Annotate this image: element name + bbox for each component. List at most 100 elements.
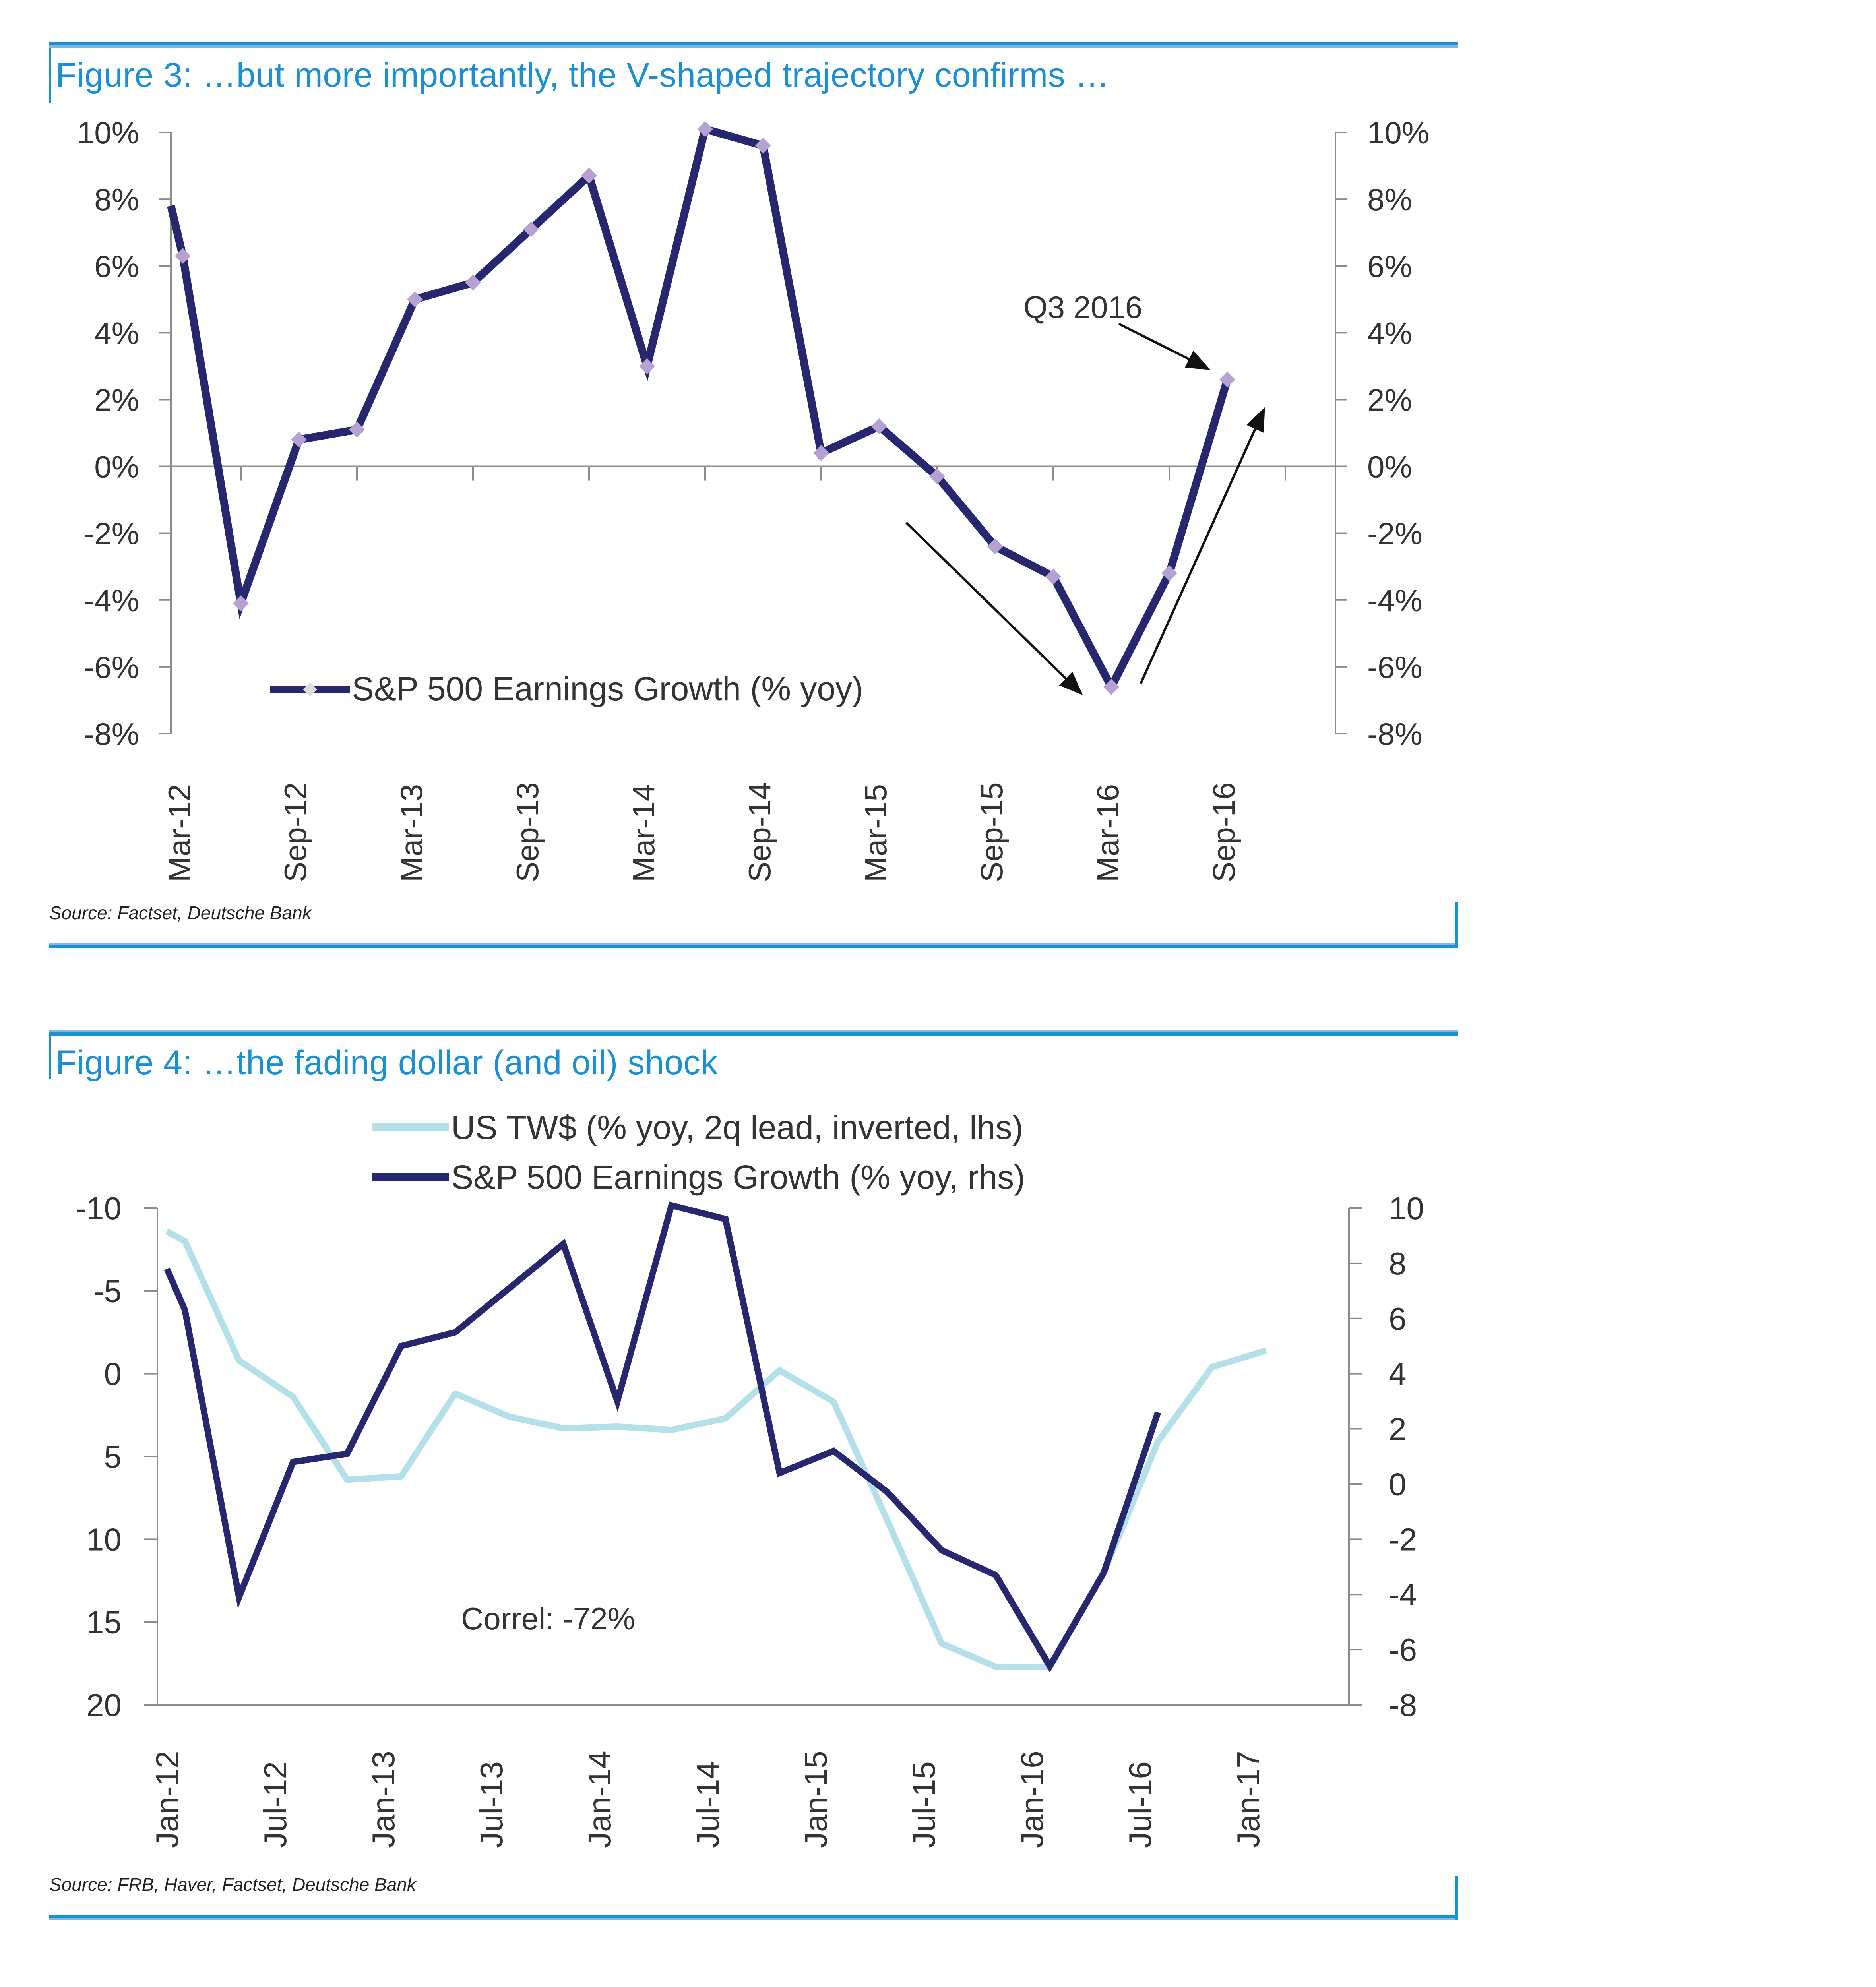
left-y-tick-label: -5 xyxy=(93,1273,122,1309)
right-y-tick-label: 8 xyxy=(1389,1246,1407,1281)
legend-label-sp500-earnings: S&P 500 Earnings Growth (% yoy, rhs) xyxy=(451,1158,1025,1196)
figure-3-bottom-border xyxy=(49,945,1458,948)
right-y-tick-label: -6% xyxy=(1367,650,1423,685)
figure-4-top-border xyxy=(49,1032,1458,1036)
figure-4-source: Source: FRB, Haver, Factset, Deutsche Ba… xyxy=(49,1874,416,1895)
left-y-tick-label: 6% xyxy=(94,249,139,284)
right-y-tick-label: 4 xyxy=(1389,1356,1407,1392)
data-point xyxy=(639,358,655,374)
annotation-correlation: Correl: -72% xyxy=(461,1601,635,1636)
data-point xyxy=(349,422,365,438)
data-point xyxy=(523,221,539,237)
x-tick-label: Sep-14 xyxy=(742,782,777,882)
right-y-tick-label: 2% xyxy=(1367,382,1412,417)
right-y-tick-label: -6 xyxy=(1389,1632,1417,1667)
x-tick-label: Jan-17 xyxy=(1231,1751,1266,1848)
figure-4-top-border-light xyxy=(49,1030,1458,1032)
figure-3-title: Figure 3: …but more importantly, the V-s… xyxy=(56,56,1110,94)
right-y-tick-label: 8% xyxy=(1367,182,1412,217)
left-y-tick-label: -2% xyxy=(84,516,139,551)
legend-label-us-tw-dollar: US TW$ (% yoy, 2q lead, inverted, lhs) xyxy=(451,1109,1023,1146)
left-y-tick-label: 5 xyxy=(104,1439,122,1474)
right-y-tick-label: 6% xyxy=(1367,249,1412,284)
figure-4-bottom-border xyxy=(49,1915,1458,1918)
right-y-tick-label: -4% xyxy=(1367,583,1423,618)
right-y-tick-label: 6 xyxy=(1389,1301,1407,1336)
x-tick-label: Mar-14 xyxy=(626,784,661,882)
data-point xyxy=(697,121,713,137)
left-y-tick-label: 15 xyxy=(86,1605,122,1640)
x-tick-label: Jan-15 xyxy=(798,1751,833,1848)
data-point xyxy=(1103,679,1119,695)
x-tick-label: Jul-16 xyxy=(1122,1761,1158,1848)
x-tick-label: Jan-16 xyxy=(1014,1751,1050,1848)
x-tick-label: Jul-14 xyxy=(690,1761,725,1848)
figure-4-left-rule xyxy=(49,1036,51,1079)
x-tick-label: Jul-15 xyxy=(906,1761,942,1848)
figure-4-bottom-border-light xyxy=(49,1918,1458,1920)
right-y-tick-label: 2 xyxy=(1389,1412,1407,1447)
left-y-tick-label: -4% xyxy=(84,583,139,618)
x-tick-label: Sep-15 xyxy=(974,782,1009,882)
x-tick-label: Mar-15 xyxy=(858,784,893,882)
left-y-tick-label: 8% xyxy=(94,182,139,217)
left-y-tick-label: -6% xyxy=(84,650,139,685)
left-y-tick-label: -8% xyxy=(84,717,139,751)
left-y-tick-label: 10 xyxy=(86,1522,122,1557)
figure-3: 10% 10% 8% 8% 6% 6% 4% 4% 2% 2% 0% 0% -2% -2% -4% -4% -6… xyxy=(49,42,1458,948)
x-tick-label: Jan-13 xyxy=(366,1751,401,1848)
right-y-tick-label: -2 xyxy=(1389,1522,1417,1557)
right-y-tick-label: 0% xyxy=(1367,449,1412,484)
right-y-tick-label: 4% xyxy=(1367,316,1412,351)
figure-3-right-rule xyxy=(1455,902,1458,948)
x-tick-label: Jul-12 xyxy=(258,1761,293,1848)
data-point xyxy=(1045,568,1061,585)
data-point xyxy=(1219,372,1235,388)
x-tick-label: Mar-13 xyxy=(394,784,429,882)
figure-3-left-rule xyxy=(49,48,51,103)
right-y-tick-label: 10% xyxy=(1367,115,1429,150)
right-y-tick-label: 10 xyxy=(1389,1191,1424,1226)
data-point xyxy=(871,418,887,434)
data-point xyxy=(407,291,423,308)
figure-3-top-border xyxy=(49,42,1458,45)
left-y-tick-label: 0% xyxy=(94,449,139,484)
left-y-tick-label: 10% xyxy=(77,115,139,150)
data-point xyxy=(1161,565,1177,581)
annotation-q3-2016: Q3 2016 xyxy=(1023,290,1142,325)
right-y-tick-label: -8% xyxy=(1367,717,1423,751)
data-point xyxy=(813,445,829,461)
figure-3-top-border-light xyxy=(49,45,1458,48)
series-line-us-tw-dollar xyxy=(165,1228,1267,1670)
left-y-tick-label: 4% xyxy=(94,316,139,351)
data-point xyxy=(175,248,191,264)
right-y-tick-label: -4 xyxy=(1389,1577,1417,1612)
figure-3-plot: 10% 10% 8% 8% 6% 6% 4% 4% 2% 2% 0% 0% -2% -2% -4% -4% -6… xyxy=(77,115,1429,882)
figure-3-source: Source: Factset, Deutsche Bank xyxy=(49,902,312,923)
data-point xyxy=(929,468,945,484)
data-point xyxy=(233,595,249,612)
x-tick-label: Sep-12 xyxy=(278,782,313,882)
x-tick-label: Sep-16 xyxy=(1206,782,1241,882)
right-y-tick-label: -8 xyxy=(1389,1687,1417,1723)
left-y-tick-label: 2% xyxy=(94,382,139,417)
annotation-arrow-up xyxy=(1140,407,1265,684)
x-tick-label: Mar-12 xyxy=(162,784,197,882)
series-line-sp500-earnings xyxy=(164,1201,1161,1673)
data-point xyxy=(581,168,597,184)
right-y-tick-label: 0 xyxy=(1389,1466,1407,1502)
data-point xyxy=(755,138,771,154)
annotation-arrow-down xyxy=(905,521,1083,695)
data-point xyxy=(987,538,1003,555)
annotation-arrow-q3 xyxy=(1118,323,1211,370)
data-point xyxy=(465,275,481,291)
left-y-tick-label: 20 xyxy=(86,1687,122,1723)
data-point xyxy=(291,432,307,448)
left-y-tick-label: 0 xyxy=(104,1356,122,1392)
x-tick-label: Jul-13 xyxy=(474,1761,509,1848)
figure-4-right-rule xyxy=(1455,1876,1458,1920)
series-line-sp500-earnings xyxy=(167,124,1231,696)
figure-3-bottom-border-light xyxy=(49,943,1458,945)
